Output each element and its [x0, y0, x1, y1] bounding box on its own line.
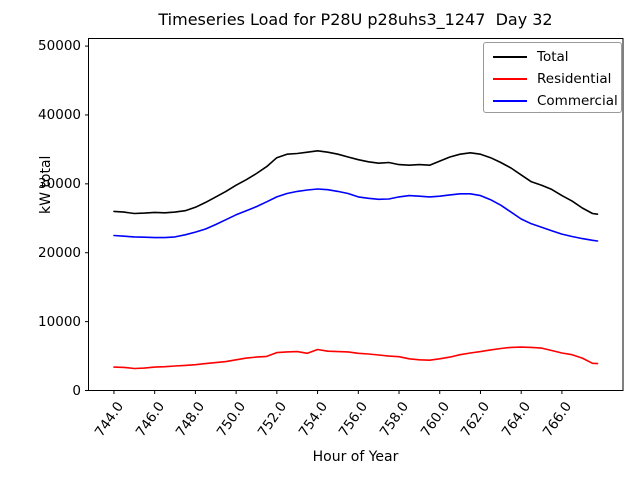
x-axis-label: Hour of Year	[312, 449, 399, 465]
legend-label: Total	[537, 49, 569, 65]
series-line-total	[113, 150, 599, 215]
series-line-commercial	[113, 188, 599, 242]
legend-line-sample	[493, 100, 527, 102]
legend-entry-residential: Residential	[493, 68, 621, 90]
legend-line-sample	[493, 56, 527, 58]
legend-label: Residential	[537, 71, 612, 87]
y-tick-label: 40000	[38, 106, 81, 123]
legend-line-sample	[493, 78, 527, 80]
y-tick-label: 10000	[38, 313, 81, 330]
legend-label: Commercial	[537, 93, 618, 109]
legend-entry-total: Total	[493, 46, 621, 68]
y-tick-label: 20000	[38, 244, 81, 261]
legend-entry-commercial: Commercial	[493, 90, 621, 112]
series-line-residential	[113, 346, 599, 370]
chart-title: Timeseries Load for P28U p28uhs3_1247 Da…	[158, 10, 553, 29]
y-tick-label: 50000	[38, 38, 81, 55]
y-tick-label: 0	[72, 382, 81, 399]
legend: Total Residential Commercial	[483, 42, 622, 113]
axes-spines	[88, 38, 624, 391]
y-tick-label: 30000	[38, 175, 81, 192]
